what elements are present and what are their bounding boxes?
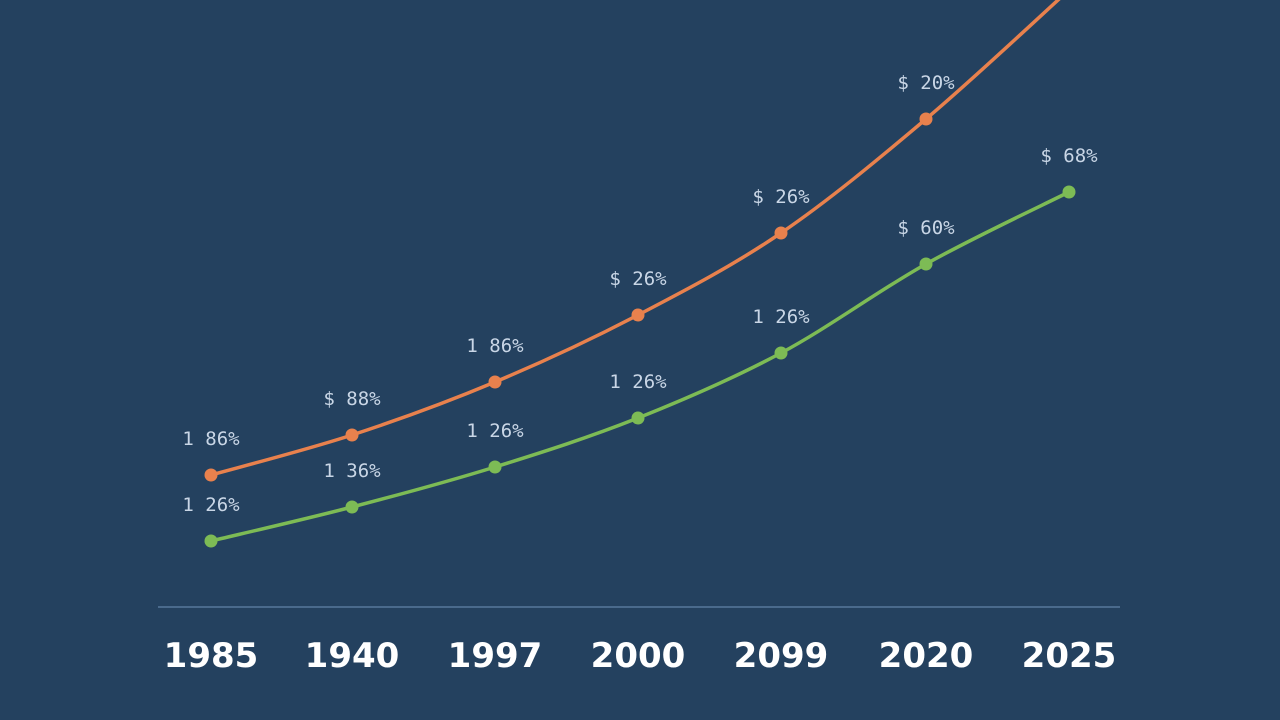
x-axis-ticks: 1985 1940 1997 2000 2099 2020 2025 bbox=[164, 636, 1117, 676]
data-point bbox=[919, 112, 933, 126]
data-label: $ 20% bbox=[897, 72, 955, 94]
data-label: 1 86% bbox=[182, 428, 240, 450]
data-point bbox=[774, 226, 788, 240]
data-point bbox=[345, 500, 359, 514]
data-point bbox=[204, 534, 218, 548]
data-label: 1 26% bbox=[182, 494, 240, 516]
x-tick-label: 1985 bbox=[164, 636, 259, 676]
x-tick-label: 1997 bbox=[448, 636, 543, 676]
x-tick-label: 2020 bbox=[879, 636, 974, 676]
data-label: $ 26% bbox=[609, 268, 667, 290]
data-label: $ 68% bbox=[1040, 145, 1098, 167]
data-label: 1 86% bbox=[466, 335, 524, 357]
data-point bbox=[631, 308, 645, 322]
data-point bbox=[345, 428, 359, 442]
data-point bbox=[488, 460, 502, 474]
x-tick-label: 2000 bbox=[591, 636, 686, 676]
data-point bbox=[919, 257, 933, 271]
line-green bbox=[209, 190, 1071, 543]
data-label: $ 88% bbox=[323, 388, 381, 410]
data-label: $ 26% bbox=[752, 186, 810, 208]
data-label: 1 26% bbox=[752, 306, 810, 328]
data-label: 1 36% bbox=[323, 460, 381, 482]
series-green: 1 26% 1 36% 1 26% 1 26% 1 26% $ 60% $ 68% bbox=[182, 145, 1098, 548]
series-layer: 1 86% $ 88% 1 86% $ 26% $ 26% $ 20% 1 26% 1 36%… bbox=[182, 0, 1098, 548]
data-point bbox=[631, 411, 645, 425]
data-label: 1 26% bbox=[466, 420, 524, 442]
series-orange: 1 86% $ 88% 1 86% $ 26% $ 26% $ 20% bbox=[182, 0, 1061, 482]
x-tick-label: 1940 bbox=[305, 636, 400, 676]
x-tick-label: 2099 bbox=[734, 636, 829, 676]
data-point bbox=[488, 375, 502, 389]
data-label: $ 60% bbox=[897, 217, 955, 239]
data-point bbox=[774, 346, 788, 360]
data-point bbox=[1062, 185, 1076, 199]
data-point bbox=[204, 468, 218, 482]
x-tick-label: 2025 bbox=[1022, 636, 1117, 676]
data-label: 1 26% bbox=[609, 371, 667, 393]
